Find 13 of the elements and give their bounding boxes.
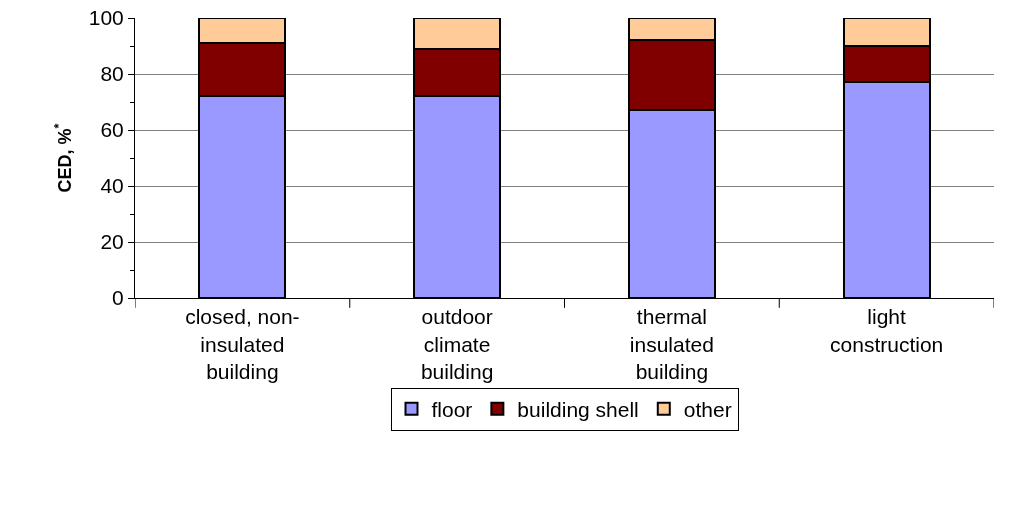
y-tick-label: 80 bbox=[100, 62, 124, 86]
y-tick-label: 100 bbox=[88, 6, 124, 30]
y-tick-label: 60 bbox=[100, 118, 124, 142]
x-tick-label: thermal insulated building bbox=[629, 305, 714, 383]
legend-label: floor bbox=[431, 397, 473, 421]
legend-label: building shell bbox=[517, 397, 639, 421]
y-tick-label: 40 bbox=[100, 174, 124, 198]
x-tick-label: outdoor climate building bbox=[420, 305, 494, 383]
legend-label: other bbox=[683, 397, 732, 421]
x-tick-label: light construction bbox=[830, 305, 944, 356]
y-tick-label: 0 bbox=[112, 286, 124, 310]
y-tick-label: 20 bbox=[100, 230, 124, 254]
x-tick-label: closed, non-insulated building bbox=[185, 305, 300, 383]
